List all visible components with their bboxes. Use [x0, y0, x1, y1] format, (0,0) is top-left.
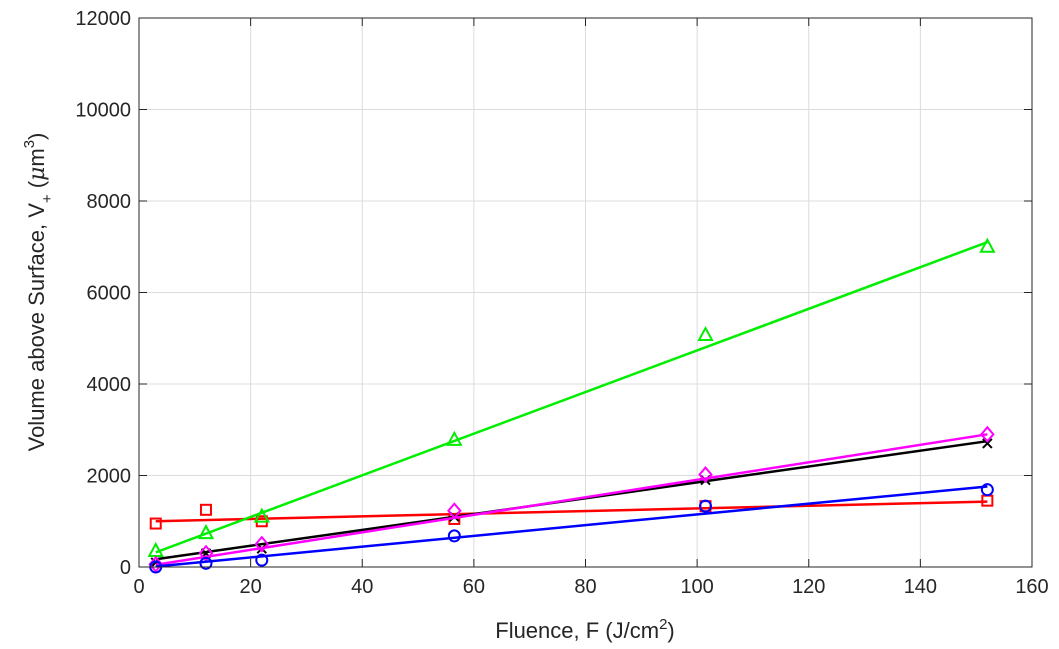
data-point [447, 502, 462, 520]
series-group [147, 237, 996, 574]
data-point [446, 430, 463, 446]
fit-line [155, 433, 988, 566]
data-point [253, 507, 270, 523]
data-point [199, 503, 212, 516]
data-point [199, 556, 213, 570]
data-point [698, 466, 713, 484]
grid [139, 18, 1032, 567]
x-tick-label: 0 [133, 576, 144, 598]
data-point [979, 237, 996, 253]
data-point [255, 553, 269, 567]
y-axis-label: Volume above Surface, V+ (μm3) [21, 133, 56, 452]
x-tick-label: 80 [574, 576, 596, 598]
data-point [254, 535, 270, 553]
y-tick-label: 2000 [87, 466, 132, 488]
y-tick-label: 4000 [87, 374, 132, 396]
x-tick-label: 60 [463, 576, 485, 598]
data-point [447, 529, 461, 543]
y-tick-label: 12000 [75, 8, 131, 30]
data-point [980, 483, 994, 497]
x-tick-label: 160 [1015, 576, 1048, 598]
fit-line [155, 485, 988, 568]
axis-ticks: 0 20 40 60 80 100 120 140 160 0 2000 4000 6000 8000 10… [75, 8, 1048, 598]
x-axis-label: Fluence, F (J/cm2) [495, 616, 674, 643]
data-point [698, 499, 712, 513]
data-point [697, 325, 714, 342]
y-tick-label: 8000 [87, 191, 132, 213]
x-tick-label: 120 [792, 576, 825, 598]
x-tick-label: 100 [680, 576, 713, 598]
data-point [980, 425, 995, 443]
y-tick-label: 6000 [87, 283, 132, 305]
data-point [149, 517, 162, 530]
data-point [197, 524, 215, 540]
series-2 [147, 237, 996, 557]
y-tick-label: 0 [120, 557, 131, 579]
x-tick-label: 140 [904, 576, 937, 598]
x-tick-label: 40 [351, 576, 373, 598]
data-point [198, 544, 214, 562]
data-point [982, 438, 993, 449]
fit-line [155, 500, 988, 523]
x-tick-label: 20 [240, 576, 262, 598]
y-tick-label: 10000 [75, 100, 131, 122]
fit-line [155, 241, 988, 554]
